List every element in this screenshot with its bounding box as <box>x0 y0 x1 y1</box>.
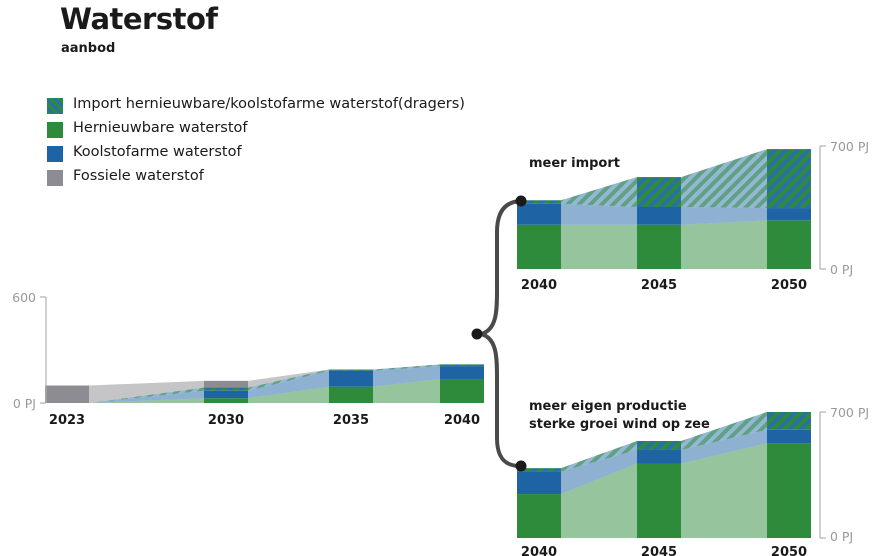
scenario_import-year-label-2040: 2040 <box>521 278 557 293</box>
main-area-renewable-0 <box>89 398 204 403</box>
scenario_import-area-renewable-1 <box>681 220 767 269</box>
scenario_import-bar-lowcarbon-2050 <box>767 208 811 221</box>
main-bar-renewable-2030 <box>204 398 248 403</box>
scenario_import-group <box>517 149 811 269</box>
scenario_own-area-renewable-1 <box>681 443 767 538</box>
scen2-y-tick-label-700: 700 PJ <box>830 405 869 420</box>
scenario_import-area-import-1 <box>681 149 767 209</box>
scen2-label-line2: sterke groei wind op zee <box>529 417 710 432</box>
main-bar-lowcarbon-2030 <box>204 390 248 399</box>
scenario_import-area-lowcarbon-0 <box>561 203 637 225</box>
scenario_own-area-import-0 <box>561 440 637 472</box>
legend-swatch-fossil <box>47 170 63 186</box>
scen2-y-tick-label-0: 0 PJ <box>830 529 853 544</box>
scenario_import-bar-import-2040 <box>517 200 561 204</box>
scenario_own-bar-lowcarbon-2050 <box>767 429 811 444</box>
branch-line-down <box>479 332 522 468</box>
scenario_import-bar-import-2045 <box>637 177 681 207</box>
main-bar-fossil-2023 <box>45 385 89 403</box>
main-year-label-2040: 2040 <box>444 413 480 428</box>
scenario-branch-bracket <box>471 195 527 472</box>
scen1-y-tick-label-700: 700 PJ <box>830 139 869 154</box>
scen1-y-tick-label-0: 0 PJ <box>830 262 853 277</box>
scenario_import-bar-import-2050 <box>767 149 811 209</box>
scenario_import-area-lowcarbon-1 <box>681 207 767 225</box>
branch-dot-import <box>515 195 527 207</box>
scenario_import-bar-renewable-2040 <box>517 224 561 269</box>
scenario_own-bar-import-2050 <box>767 412 811 430</box>
scenario_own-bar-import-2040 <box>517 468 561 472</box>
scenario_own-bar-lowcarbon-2040 <box>517 471 561 495</box>
scenario_own-year-label-2040: 2040 <box>521 545 557 556</box>
main-group <box>45 364 484 403</box>
scenario_import-area-renewable-0 <box>561 224 637 269</box>
scenario_import-bar-renewable-2050 <box>767 220 811 269</box>
main-year-label-2030: 2030 <box>208 413 244 428</box>
legend-label-fossil: Fossiele waterstof <box>73 168 204 184</box>
main-area-lowcarbon-2 <box>373 366 440 387</box>
main-area-fossil-1 <box>248 369 329 388</box>
branch-line-up <box>479 199 522 336</box>
main-area-import-1 <box>248 369 329 391</box>
scenario_own-year-label-2045: 2045 <box>641 545 677 556</box>
main-bar-import-2035 <box>329 369 373 371</box>
chart-subtitle: aanbod <box>61 41 116 56</box>
scenario_import-bar-lowcarbon-2045 <box>637 207 681 225</box>
scenario_import-bar-lowcarbon-2040 <box>517 203 561 225</box>
scenario_own-group <box>517 412 811 538</box>
scen1-label: meer import <box>529 156 620 171</box>
scenario_own-bar-renewable-2040 <box>517 494 561 538</box>
chart-title: Waterstof <box>60 2 218 36</box>
legend-label-lowcarbon: Koolstofarme waterstof <box>73 144 242 160</box>
legend-label-renewable: Hernieuwbare waterstof <box>73 120 248 136</box>
main-bar-import-2030 <box>204 387 248 391</box>
scenario_own-bar-import-2045 <box>637 440 681 450</box>
main-y-tick-label-0: 0 PJ <box>13 396 36 411</box>
legend-swatch-import <box>47 98 63 114</box>
branch-dot-origin <box>471 328 483 340</box>
scenario_import-year-label-2045: 2045 <box>641 278 677 293</box>
scenario_import-bar-renewable-2045 <box>637 224 681 269</box>
scenario_own-bar-renewable-2045 <box>637 463 681 538</box>
main-bar-renewable-2040 <box>440 378 484 403</box>
scenario_own-bar-lowcarbon-2045 <box>637 449 681 464</box>
scenario_own-area-lowcarbon-1 <box>681 429 767 464</box>
legend-label-import: Import hernieuwbare/koolstofarme waterst… <box>73 96 465 112</box>
scenario_own-bar-renewable-2050 <box>767 443 811 538</box>
main-bar-renewable-2035 <box>329 386 373 403</box>
main-y-tick-label-600: 600 <box>12 290 36 305</box>
legend-swatch-renewable <box>47 122 63 138</box>
main-bar-lowcarbon-2035 <box>329 370 373 387</box>
main-year-label-2023: 2023 <box>49 413 85 428</box>
main-area-lowcarbon-1 <box>248 370 329 399</box>
main-area-renewable-1 <box>248 386 329 403</box>
main-bar-lowcarbon-2040 <box>440 366 484 379</box>
main-bar-fossil-2030 <box>204 380 248 388</box>
main-area-import-2 <box>373 364 440 371</box>
scenario_own-year-label-2050: 2050 <box>771 545 807 556</box>
scenario_own-area-lowcarbon-0 <box>561 449 637 495</box>
main-bar-import-2040 <box>440 364 484 367</box>
scenario_import-area-import-0 <box>561 177 637 207</box>
scen2-label-line1: meer eigen productie <box>529 399 687 414</box>
main-area-lowcarbon-0 <box>89 390 204 403</box>
main-area-renewable-2 <box>373 378 440 403</box>
scenario_own-area-import-1 <box>681 412 767 450</box>
scenario_import-year-label-2050: 2050 <box>771 278 807 293</box>
legend-swatch-lowcarbon <box>47 146 63 162</box>
main-year-label-2035: 2035 <box>333 413 369 428</box>
main-area-fossil-0 <box>89 380 204 403</box>
scenario_own-area-renewable-0 <box>561 463 637 538</box>
branch-dot-own <box>515 460 527 472</box>
